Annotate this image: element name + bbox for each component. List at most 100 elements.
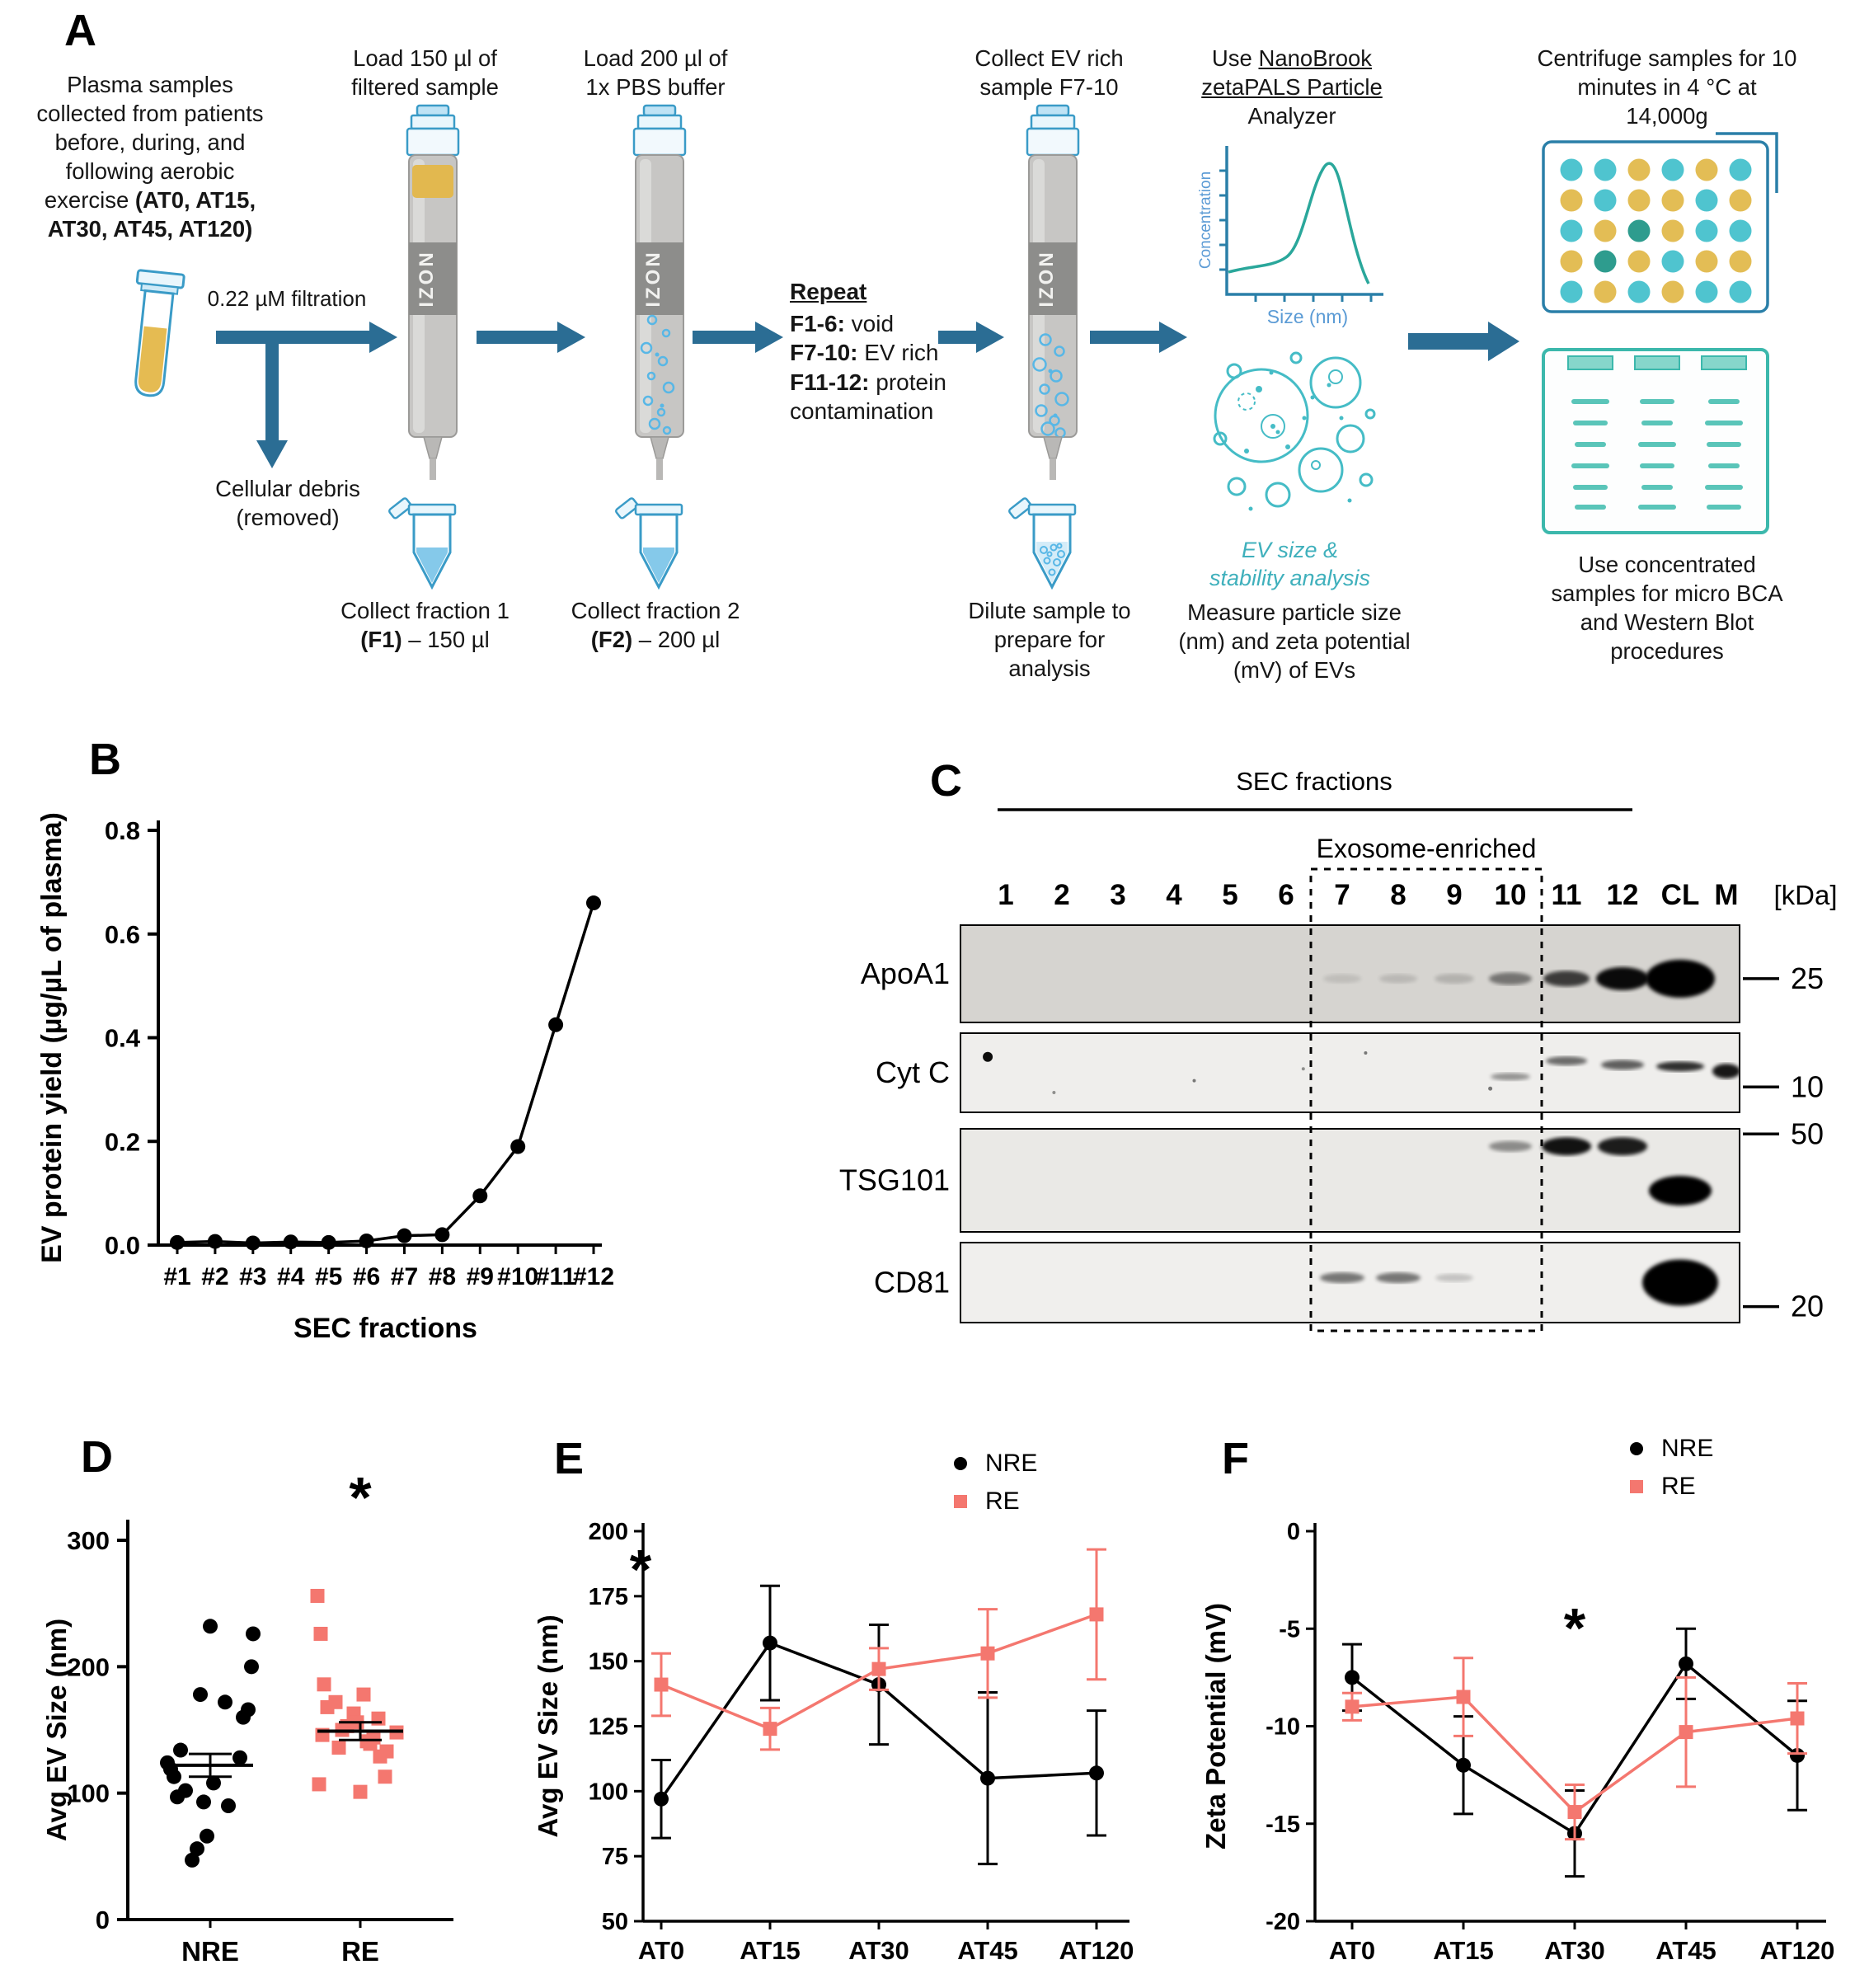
svg-text:Avg EV Size (nm): Avg EV Size (nm) xyxy=(533,1614,563,1837)
svg-text:NRE: NRE xyxy=(1661,1435,1713,1462)
svg-text:4: 4 xyxy=(1166,879,1182,911)
svg-text:9: 9 xyxy=(1446,879,1462,911)
load-f1-label: Load 150 µl of filtered sample xyxy=(351,45,499,100)
flow-arrow-1-icon xyxy=(216,322,397,353)
svg-text:SEC fractions: SEC fractions xyxy=(1236,767,1392,796)
svg-text:-5: -5 xyxy=(1279,1616,1300,1643)
svg-text:0: 0 xyxy=(1287,1519,1300,1545)
collect-f1-rest: – 150 µl xyxy=(402,626,490,652)
svg-text:0: 0 xyxy=(96,1906,110,1934)
dilute-label: Dilute sample to prepare for analysis xyxy=(968,598,1131,681)
debris-label: Cellular debris (removed) xyxy=(215,476,360,530)
svg-text:50: 50 xyxy=(1791,1116,1824,1150)
collect-ev-label: Collect EV rich sample F7-10 xyxy=(974,45,1124,100)
svg-text:#11: #11 xyxy=(536,1263,575,1290)
concentrated-label: Use concentrated samples for micro BCA a… xyxy=(1551,552,1783,664)
svg-text:#10: #10 xyxy=(497,1263,538,1290)
svg-text:-10: -10 xyxy=(1266,1714,1300,1741)
svg-text:ApoA1: ApoA1 xyxy=(861,956,950,990)
sec-column-f2-icon: IZON xyxy=(615,104,687,590)
svg-text:AT0: AT0 xyxy=(638,1936,684,1965)
svg-text:0.2: 0.2 xyxy=(105,1127,140,1156)
svg-text:100: 100 xyxy=(67,1779,110,1808)
repeat-line-1: F1-6: void xyxy=(790,310,895,336)
svg-text:RE: RE xyxy=(985,1487,1020,1515)
repeat-instructions: Repeat F1-6: void F7-10: EV rich F11-12:… xyxy=(790,277,955,426)
svg-text:175: 175 xyxy=(589,1584,628,1610)
svg-text:Exosome-enriched: Exosome-enriched xyxy=(1317,834,1537,863)
collect-f2-bold: (F2) xyxy=(590,626,633,652)
panel-c-label: C xyxy=(930,756,963,806)
flow-arrow-5-icon xyxy=(1090,322,1187,353)
svg-text:#4: #4 xyxy=(277,1263,305,1290)
plasma-intro-text: Plasma samples collected from patients b… xyxy=(30,71,270,244)
svg-text:8: 8 xyxy=(1390,879,1406,911)
panel-a-label: A xyxy=(64,6,97,55)
svg-text:6: 6 xyxy=(1278,879,1294,911)
svg-text:125: 125 xyxy=(589,1714,628,1741)
svg-text:IZON: IZON xyxy=(416,250,438,307)
plasma-intro-timepoints: (AT0, AT15, AT30, AT45, AT120) xyxy=(47,186,256,242)
svg-text:#12: #12 xyxy=(573,1263,614,1290)
collect-f2-rest: – 200 µl xyxy=(632,626,721,652)
plasma-intro-main: Plasma samples collected from patients b… xyxy=(36,72,264,213)
sec-column-f1-icon: IZON xyxy=(388,104,460,590)
svg-text:*: * xyxy=(349,1465,372,1530)
ev-protein-yield-chart: 0.0 0.2 0.4 0.6 0.8 #1 #2 #3 #4 #5 #6 #7 #8 #9 #10#11#… xyxy=(36,812,614,1344)
svg-text:*: * xyxy=(630,1538,652,1600)
repeat-title: Repeat xyxy=(790,279,867,304)
svg-text:#1: #1 xyxy=(163,1263,190,1290)
flow-arrow-big-icon xyxy=(1408,322,1519,361)
svg-text:3: 3 xyxy=(1110,879,1125,911)
svg-text:NRE: NRE xyxy=(181,1936,239,1967)
analyzer-label: Use NanoBrook zetaPALS Particle Analyzer xyxy=(1181,45,1403,131)
ev-bubbles-icon xyxy=(1213,351,1376,511)
svg-text:AT30: AT30 xyxy=(848,1936,909,1965)
collect-fraction-1-label: Collect fraction 1 (F1) – 150 µl xyxy=(336,597,514,655)
bubbles-caption: EV size & stability analysis xyxy=(1209,538,1371,591)
svg-text:IZON: IZON xyxy=(642,250,665,307)
svg-text:20: 20 xyxy=(1791,1290,1824,1323)
flow-arrow-4-icon xyxy=(938,322,1004,353)
svg-text:300: 300 xyxy=(67,1526,110,1555)
collect-fraction-2-label: Collect fraction 2 (F2) – 200 µl xyxy=(565,597,746,655)
analyzer-underline-2: zetaPALS Particle xyxy=(1201,73,1383,100)
particle-analyzer-chart-icon: Concentration Size (nm) xyxy=(1197,146,1383,327)
analyzer-post: Analyzer xyxy=(1247,102,1336,129)
svg-text:EV protein yield (µg/µL of pla: EV protein yield (µg/µL of plasma) xyxy=(36,812,68,1263)
svg-text:5: 5 xyxy=(1222,879,1237,911)
svg-text:0.6: 0.6 xyxy=(105,920,140,949)
avg-ev-size-timecourse-chart: 200 175 150 125 100 75 50 AT0 AT15 AT30 AT45 AT120 N… xyxy=(533,1450,1134,1965)
svg-text:Avg EV Size (nm): Avg EV Size (nm) xyxy=(41,1619,72,1841)
svg-text:M: M xyxy=(1714,879,1738,911)
svg-text:150: 150 xyxy=(589,1649,628,1675)
svg-text:#6: #6 xyxy=(353,1263,380,1290)
svg-text:TSG101: TSG101 xyxy=(839,1163,950,1197)
zeta-potential-chart: 0 -5 -10 -15 -20 AT0 AT15 AT30 AT45 AT120 NRE RE Zet… xyxy=(1200,1435,1834,1965)
svg-text:11: 11 xyxy=(1552,879,1582,911)
svg-text:Cyt C: Cyt C xyxy=(876,1055,950,1089)
svg-text:AT15: AT15 xyxy=(740,1936,801,1965)
panel-f-label: F xyxy=(1222,1434,1250,1483)
svg-text:[kDa]: [kDa] xyxy=(1773,880,1837,910)
debris-down-arrow-icon xyxy=(256,343,288,468)
svg-text:#2: #2 xyxy=(201,1263,228,1290)
svg-text:Zeta Potential (mV): Zeta Potential (mV) xyxy=(1200,1603,1231,1849)
svg-text:75: 75 xyxy=(602,1844,628,1870)
svg-text:AT0: AT0 xyxy=(1329,1936,1375,1965)
svg-text:2: 2 xyxy=(1054,879,1069,911)
svg-text:0.4: 0.4 xyxy=(105,1024,141,1053)
plasma-tube-icon xyxy=(134,269,186,397)
mini-chart-ylabel: Concentration xyxy=(1197,172,1214,269)
svg-text:200: 200 xyxy=(589,1519,628,1545)
sec-column-ev-icon: IZON xyxy=(1008,104,1080,590)
svg-text:AT15: AT15 xyxy=(1433,1936,1494,1965)
svg-text:12: 12 xyxy=(1607,879,1639,911)
svg-text:RE: RE xyxy=(1661,1473,1696,1500)
svg-text:-15: -15 xyxy=(1266,1812,1300,1838)
panel-d-label: D xyxy=(81,1432,114,1482)
analyzer-underline-1: NanoBrook xyxy=(1258,45,1373,71)
flow-arrow-3-icon xyxy=(693,322,783,353)
